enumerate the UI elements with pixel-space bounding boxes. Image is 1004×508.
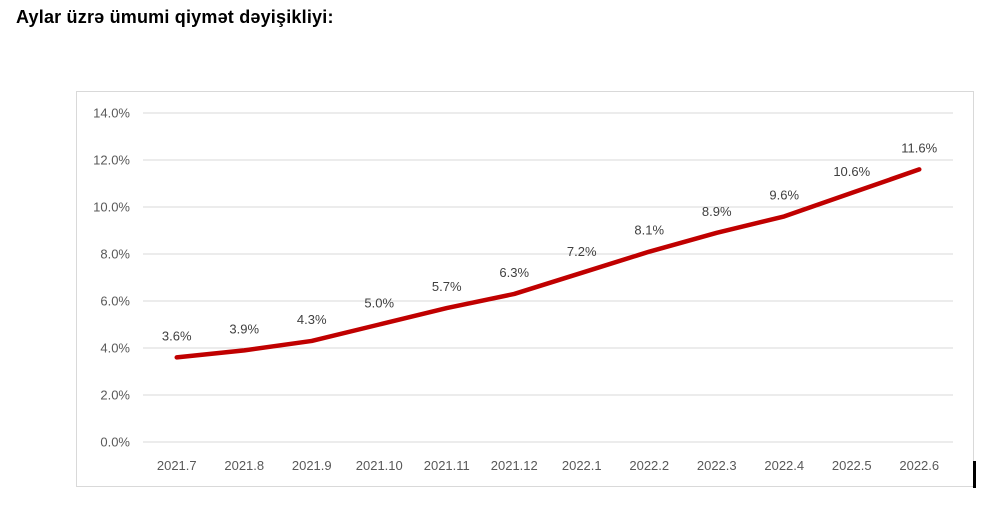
data-point-label: 8.1% — [634, 223, 664, 238]
x-axis-tick-label: 2022.3 — [697, 458, 737, 473]
x-axis-tick-label: 2021.11 — [424, 458, 470, 473]
x-axis-tick-label: 2021.8 — [224, 458, 264, 473]
x-axis-tick-label: 2021.9 — [292, 458, 332, 473]
y-axis-tick-label: 12.0% — [93, 153, 130, 168]
data-point-label: 3.9% — [229, 321, 259, 336]
y-axis-tick-label: 10.0% — [93, 200, 130, 215]
line-chart-svg: 0.0% 2.0% 4.0% 6.0% 8.0% 10.0% 12.0% 14.0% 2021.… — [93, 106, 953, 473]
x-axis-tick-label: 2022.5 — [832, 458, 872, 473]
y-axis-tick-label: 4.0% — [100, 341, 130, 356]
x-axis-tick-label: 2021.7 — [157, 458, 197, 473]
chart-frame: 0.0% 2.0% 4.0% 6.0% 8.0% 10.0% 12.0% 14.0% 2021.… — [76, 91, 974, 487]
data-point-label: 7.2% — [567, 244, 597, 259]
series-line — [174, 167, 922, 360]
y-axis-tick-label: 2.0% — [100, 388, 130, 403]
data-point-label: 10.6% — [833, 164, 870, 179]
data-point-label: 8.9% — [702, 204, 732, 219]
data-point-label: 3.6% — [162, 328, 192, 343]
text-cursor — [973, 461, 976, 488]
y-axis-tick-label: 14.0% — [93, 106, 130, 121]
data-point-label: 11.6% — [901, 140, 937, 155]
x-axis-tick-label: 2022.6 — [899, 458, 939, 473]
x-axis-tick-label: 2021.12 — [491, 458, 538, 473]
y-axis-tick-label: 0.0% — [100, 435, 130, 450]
x-axis-tick-label: 2022.2 — [629, 458, 669, 473]
page-title: Aylar üzrə ümumi qiymət dəyişikliyi: — [16, 7, 334, 27]
data-point-label: 9.6% — [769, 187, 799, 202]
data-point-label: 4.3% — [297, 312, 327, 327]
data-point-label: 5.0% — [364, 296, 394, 311]
x-axis-tick-label: 2022.4 — [764, 458, 804, 473]
x-axis-tick-label: 2021.10 — [356, 458, 403, 473]
y-axis-tick-label: 8.0% — [100, 247, 130, 262]
data-point-label: 6.3% — [499, 265, 529, 280]
y-axis-tick-label: 6.0% — [100, 294, 130, 309]
data-point-label: 5.7% — [432, 279, 462, 294]
x-axis-tick-label: 2022.1 — [562, 458, 602, 473]
